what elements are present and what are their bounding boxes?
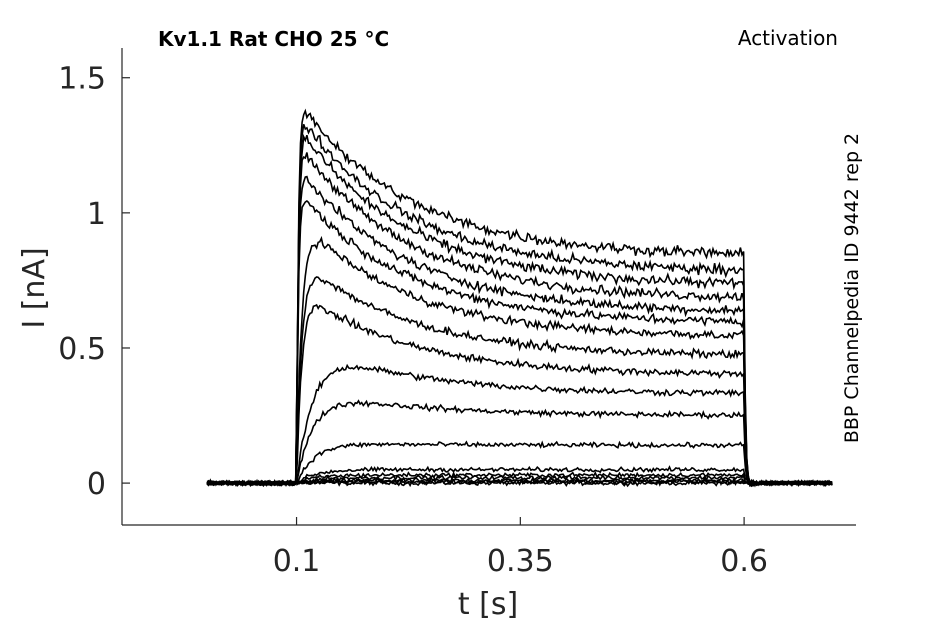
trace-line-10 — [206, 303, 833, 487]
traces-group — [206, 108, 833, 488]
x-tick-label: 0.6 — [720, 544, 768, 579]
y-tick-label: 0.5 — [58, 332, 106, 367]
x-axis-label: t [s] — [458, 587, 518, 622]
trace-line-8 — [206, 399, 833, 487]
source-label: BBP Channelpedia ID 9442 rep 2 — [841, 133, 863, 443]
axes-group: 0.1 0.35 0.6 0 0.5 1 1.5 — [58, 48, 856, 579]
x-tick-label: 0.35 — [487, 544, 554, 579]
protocol-annotation: Activation — [738, 26, 838, 50]
y-axis-label: I [nA] — [17, 247, 52, 328]
trace-line-4 — [206, 473, 833, 487]
trace-line-12 — [206, 235, 833, 487]
trace-line-15 — [206, 152, 833, 488]
x-tick-label: 0.1 — [273, 544, 321, 579]
trace-line-13 — [206, 199, 833, 487]
trace-line-5 — [206, 470, 833, 487]
trace-line-6 — [206, 465, 833, 487]
chart-title: Kv1.1 Rat CHO 25 °C — [158, 27, 389, 51]
y-tick-label: 1 — [87, 197, 106, 232]
trace-line-14 — [206, 175, 833, 488]
trace-line-16 — [206, 133, 833, 488]
trace-line-17 — [206, 123, 833, 488]
y-tick-label: 1.5 — [58, 62, 106, 97]
y-tick-label: 0 — [87, 467, 106, 502]
trace-line-7 — [206, 440, 833, 487]
trace-line-11 — [206, 276, 833, 487]
trace-line-18 — [207, 108, 833, 488]
trace-line-9 — [206, 363, 833, 487]
